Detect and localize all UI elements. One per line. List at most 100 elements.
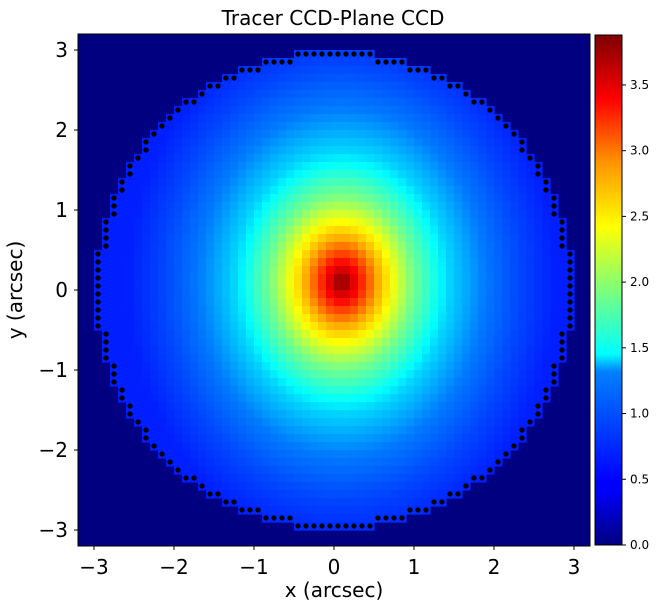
heatmap-cell xyxy=(494,290,503,299)
heatmap-cell xyxy=(158,170,167,179)
heatmap-cell xyxy=(246,282,255,291)
heatmap-cell xyxy=(342,394,351,403)
heatmap-cell xyxy=(502,266,511,275)
heatmap-cell xyxy=(150,154,159,163)
heatmap-cell xyxy=(286,250,295,259)
heatmap-cell xyxy=(430,186,439,195)
heatmap-cell xyxy=(254,330,263,339)
heatmap-cell xyxy=(518,154,527,163)
heatmap-cell xyxy=(318,306,327,315)
mask-border-dot xyxy=(511,131,517,137)
heatmap-cell xyxy=(262,410,271,419)
heatmap-cell xyxy=(230,306,239,315)
heatmap-cell xyxy=(334,186,343,195)
mask-border-dot xyxy=(567,283,573,289)
heatmap-cell xyxy=(374,442,383,451)
heatmap-cell xyxy=(470,354,479,363)
heatmap-cell xyxy=(246,338,255,347)
heatmap-cell xyxy=(390,314,399,323)
heatmap-cell xyxy=(526,386,535,395)
heatmap-cell xyxy=(390,130,399,139)
heatmap-cell xyxy=(230,322,239,331)
heatmap-cell xyxy=(382,274,391,283)
mask-border-dot xyxy=(559,227,565,233)
heatmap-cell xyxy=(286,306,295,315)
heatmap-cell xyxy=(390,458,399,467)
heatmap-cell xyxy=(158,346,167,355)
heatmap-cell xyxy=(406,282,415,291)
mask-border-dot xyxy=(559,235,565,241)
heatmap-cell xyxy=(262,482,271,491)
heatmap-cell xyxy=(246,386,255,395)
mask-border-dot xyxy=(367,51,373,57)
heatmap-cell xyxy=(254,226,263,235)
heatmap-cell xyxy=(174,162,183,171)
heatmap-cell xyxy=(126,258,135,267)
heatmap-cell xyxy=(510,298,519,307)
heatmap-cell xyxy=(318,330,327,339)
heatmap-cell xyxy=(270,138,279,147)
heatmap-cell xyxy=(262,242,271,251)
heatmap-cell xyxy=(118,218,127,227)
mask-border-dot xyxy=(239,507,245,513)
heatmap-cell xyxy=(134,186,143,195)
heatmap-cell xyxy=(454,450,463,459)
heatmap-cell xyxy=(422,490,431,499)
heatmap-cell xyxy=(342,418,351,427)
mask-border-dot xyxy=(143,435,149,441)
heatmap-cell xyxy=(174,378,183,387)
heatmap-cell xyxy=(230,82,239,91)
heatmap-cell xyxy=(438,490,447,499)
heatmap-cell xyxy=(262,434,271,443)
heatmap-cell xyxy=(358,298,367,307)
heatmap-cell xyxy=(462,186,471,195)
heatmap-cell xyxy=(262,74,271,83)
heatmap-cell xyxy=(182,290,191,299)
heatmap-cell xyxy=(438,250,447,259)
heatmap-cell xyxy=(142,218,151,227)
heatmap-cell xyxy=(302,258,311,267)
heatmap-cell xyxy=(358,130,367,139)
heatmap-cell xyxy=(422,218,431,227)
heatmap-cell xyxy=(166,386,175,395)
heatmap-cell xyxy=(462,282,471,291)
heatmap-cell xyxy=(422,410,431,419)
heatmap-cell xyxy=(366,122,375,131)
heatmap-cell xyxy=(478,234,487,243)
heatmap-cell xyxy=(158,426,167,435)
heatmap-cell xyxy=(542,202,551,211)
heatmap-cell xyxy=(222,306,231,315)
heatmap-cell xyxy=(190,170,199,179)
heatmap-cell xyxy=(374,66,383,75)
heatmap-cell xyxy=(206,410,215,419)
heatmap-cell xyxy=(198,370,207,379)
heatmap-cell xyxy=(430,378,439,387)
heatmap-cell xyxy=(470,274,479,283)
heatmap-cell xyxy=(326,170,335,179)
heatmap-cell xyxy=(454,242,463,251)
heatmap-cell xyxy=(486,162,495,171)
heatmap-cell xyxy=(374,314,383,323)
mask-border-dot xyxy=(471,475,477,481)
heatmap-cell xyxy=(310,394,319,403)
heatmap-cell xyxy=(142,274,151,283)
heatmap-cell xyxy=(238,202,247,211)
heatmap-cell xyxy=(430,338,439,347)
heatmap-cell xyxy=(222,178,231,187)
heatmap-cell xyxy=(126,186,135,195)
heatmap-cell xyxy=(294,434,303,443)
heatmap-cell xyxy=(262,202,271,211)
heatmap-cell xyxy=(254,114,263,123)
heatmap-cell xyxy=(374,498,383,507)
heatmap-cell xyxy=(278,242,287,251)
heatmap-cell xyxy=(294,290,303,299)
heatmap-cell xyxy=(294,274,303,283)
heatmap-cell xyxy=(238,426,247,435)
heatmap-cell xyxy=(150,354,159,363)
heatmap-cell xyxy=(486,426,495,435)
heatmap-cell xyxy=(182,402,191,411)
heatmap-cell xyxy=(238,354,247,363)
heatmap-cell xyxy=(350,346,359,355)
heatmap-cell xyxy=(254,434,263,443)
heatmap-cell xyxy=(366,354,375,363)
